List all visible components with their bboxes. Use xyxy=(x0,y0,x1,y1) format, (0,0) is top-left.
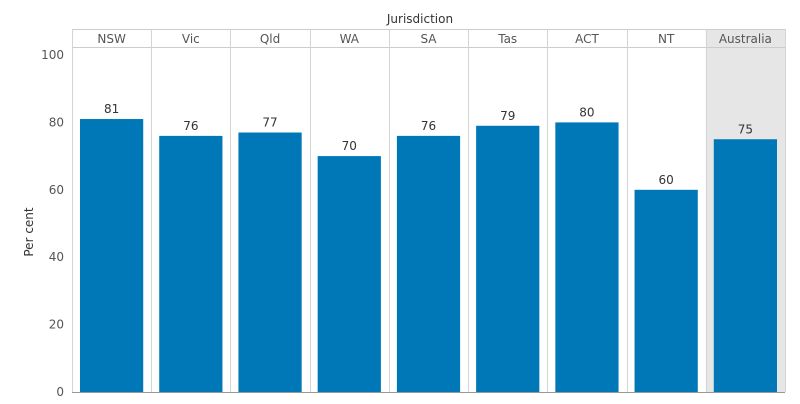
category-label: Vic xyxy=(182,32,200,46)
category-label: NSW xyxy=(97,32,126,46)
category-label: WA xyxy=(340,32,360,46)
data-label: 76 xyxy=(183,119,198,133)
y-axis-title: Per cent xyxy=(22,207,36,257)
y-tick-label: 60 xyxy=(49,183,64,197)
category-label: Qld xyxy=(260,32,280,46)
data-label: 76 xyxy=(421,119,436,133)
x-axis-title: Jurisdiction xyxy=(386,12,453,26)
bar xyxy=(713,139,777,392)
bars xyxy=(80,119,777,393)
y-tick-label: 40 xyxy=(49,250,64,264)
bar xyxy=(555,122,619,393)
data-label: 80 xyxy=(579,105,594,119)
y-tick-label: 20 xyxy=(49,318,64,332)
bar xyxy=(238,132,302,392)
data-label: 70 xyxy=(342,139,357,153)
bar xyxy=(80,119,144,392)
bar xyxy=(317,156,381,392)
data-label: 81 xyxy=(104,102,119,116)
y-tick-label: 100 xyxy=(41,48,64,62)
data-label: 75 xyxy=(738,122,753,136)
y-tick-label: 0 xyxy=(56,385,64,399)
y-tick-label: 80 xyxy=(49,115,64,129)
category-label: NT xyxy=(658,32,675,46)
bar xyxy=(159,135,223,392)
data-labels: 81 76 77 70 76 79 80 60 75 xyxy=(104,102,753,187)
y-axis: 0 20 40 60 80 100 xyxy=(41,48,64,399)
bar xyxy=(396,135,461,392)
bar xyxy=(634,189,698,392)
data-label: 79 xyxy=(500,109,515,123)
category-labels: NSW Vic Qld WA SA Tas ACT NT Australia xyxy=(97,32,772,46)
data-label: 60 xyxy=(659,173,674,187)
category-label: ACT xyxy=(575,32,599,46)
category-label: Australia xyxy=(719,32,772,46)
column-dividers xyxy=(72,29,786,393)
category-label: Tas xyxy=(497,32,517,46)
category-label: SA xyxy=(420,32,437,46)
bar xyxy=(476,125,540,393)
data-label: 77 xyxy=(262,116,277,130)
